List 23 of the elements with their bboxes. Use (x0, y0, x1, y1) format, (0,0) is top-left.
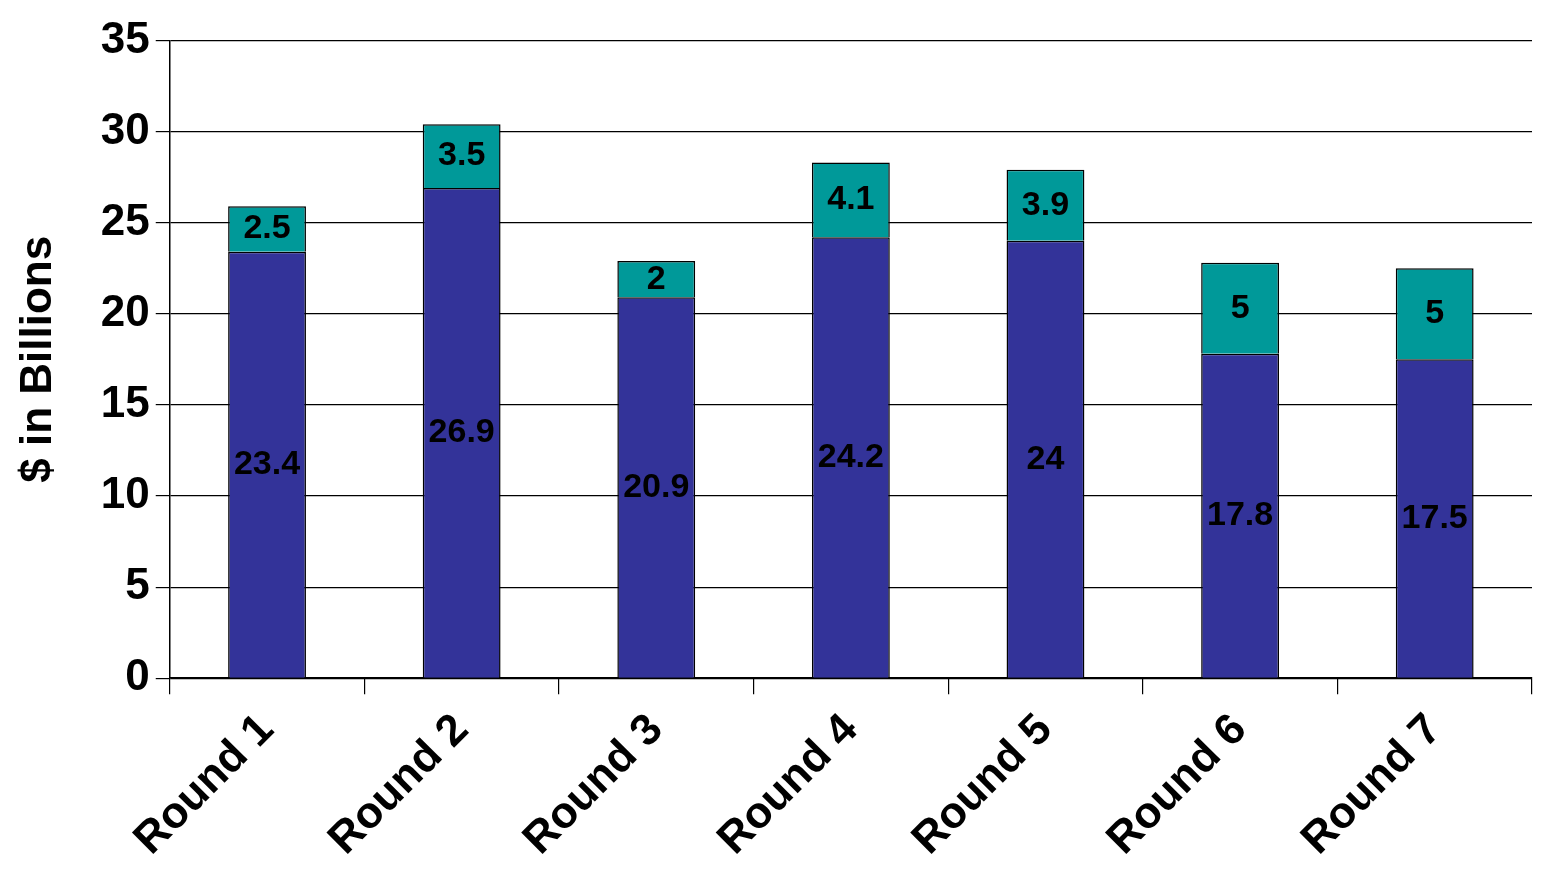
data-label: 5 (1425, 292, 1445, 331)
data-label: 17.8 (1206, 494, 1274, 533)
y-tick-label: 35 (100, 12, 150, 62)
y-tick-label: 20 (100, 285, 150, 335)
data-label: 4.1 (827, 178, 875, 217)
data-label: 24 (1026, 437, 1065, 476)
data-label: 3.9 (1021, 183, 1070, 222)
data-label: 17.5 (1401, 496, 1468, 535)
data-label: 2.5 (243, 207, 291, 246)
y-tick-label: 0 (125, 650, 150, 700)
data-label: 24.2 (817, 435, 884, 474)
data-label: 5 (1230, 286, 1250, 325)
y-tick-label: 5 (125, 559, 150, 609)
data-label: 23.4 (233, 443, 301, 482)
y-tick-label: 25 (100, 194, 150, 244)
y-axis-title: $ in Billions (10, 235, 60, 483)
y-tick-label: 15 (100, 377, 150, 427)
data-label: 26.9 (428, 411, 495, 450)
y-tick-label: 10 (100, 468, 150, 518)
data-label: 3.5 (438, 134, 486, 173)
y-tick-label: 30 (100, 103, 150, 153)
data-label: 20.9 (623, 465, 690, 504)
data-label: 2 (646, 257, 666, 296)
